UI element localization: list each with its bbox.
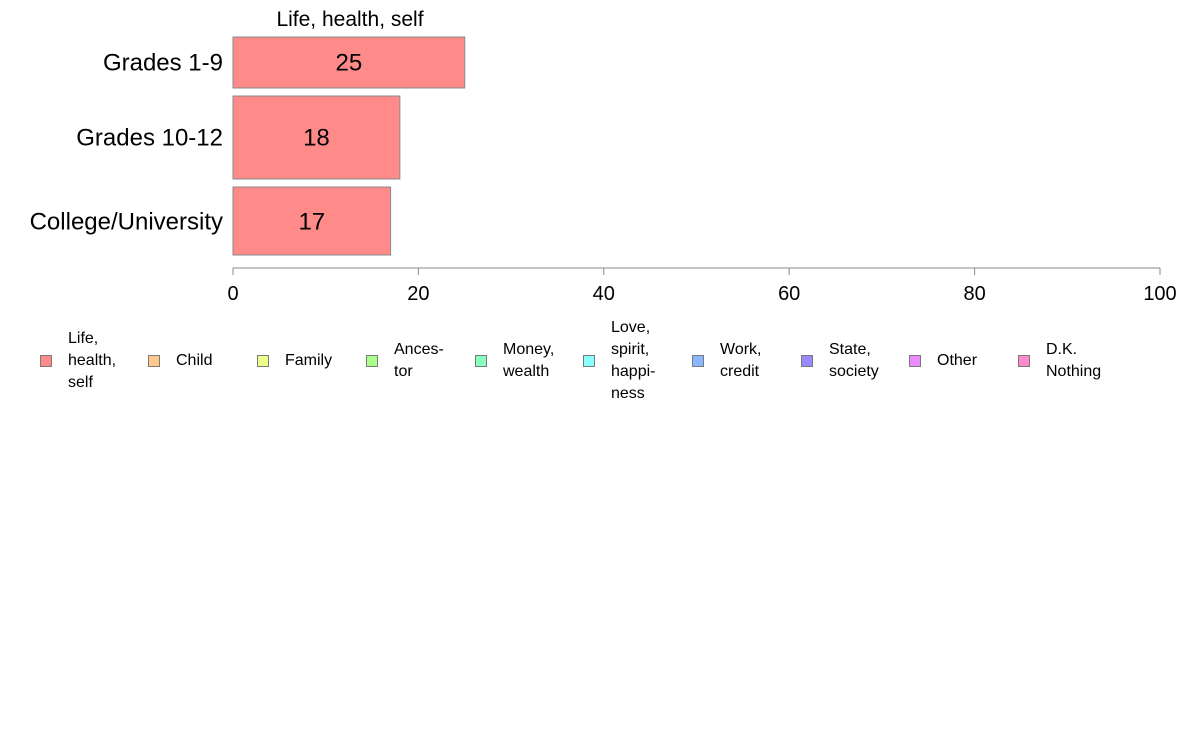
legend-item: Money, wealth xyxy=(475,316,554,406)
legend-label: D.K. Nothing xyxy=(1046,341,1102,380)
category-label: College/University xyxy=(30,209,223,236)
bar xyxy=(232,186,392,256)
legend-item: Family xyxy=(257,316,332,406)
legend-swatch xyxy=(148,355,160,367)
legend-swatch xyxy=(475,355,487,367)
x-tick-label: 0 xyxy=(227,283,238,305)
legend-item: Other xyxy=(909,316,977,406)
legend-label: Family xyxy=(285,352,333,369)
legend-label: Life, health, self xyxy=(68,330,117,391)
legend-item: Child xyxy=(148,316,212,406)
legend-swatch xyxy=(583,355,595,367)
legend: Life, health, self Child Family Ances- tor M… xyxy=(0,316,1188,406)
bar-chart: Life, health, self Grades 1-9 25 Grades 10… xyxy=(30,8,1177,305)
legend-label: Love, spirit, happi- ness xyxy=(611,319,656,402)
legend-swatch xyxy=(909,355,921,367)
legend-item: Work, credit xyxy=(692,316,761,406)
legend-swatch xyxy=(366,355,378,367)
legend-item: Ances- tor xyxy=(366,316,444,406)
x-tick-label: 60 xyxy=(778,283,800,305)
legend-label: Other xyxy=(937,352,978,369)
bar xyxy=(232,36,466,89)
legend-label: State, society xyxy=(829,341,879,380)
legend-item: D.K. Nothing xyxy=(1018,316,1101,406)
x-tick-label: 80 xyxy=(963,283,985,305)
legend-label: Money, wealth xyxy=(503,341,555,380)
legend-swatch xyxy=(1018,355,1030,367)
bar-value-label: 25 xyxy=(336,50,363,77)
legend-swatch xyxy=(692,355,704,367)
legend-item: Life, health, self xyxy=(40,316,116,406)
legend-item: State, society xyxy=(801,316,879,406)
chart-title: Life, health, self xyxy=(276,8,423,31)
bar xyxy=(232,95,401,180)
legend-item: Love, spirit, happi- ness xyxy=(583,316,655,406)
legend-swatch xyxy=(40,355,52,367)
legend-label: Ances- tor xyxy=(394,341,444,380)
x-tick-label: 100 xyxy=(1143,283,1176,305)
bar-value-label: 18 xyxy=(303,125,330,152)
category-label: Grades 10-12 xyxy=(76,125,223,152)
category-label: Grades 1-9 xyxy=(103,50,223,77)
legend-label: Work, credit xyxy=(720,341,762,380)
legend-swatch xyxy=(257,355,269,367)
x-tick-label: 40 xyxy=(593,283,615,305)
x-tick-label: 20 xyxy=(407,283,429,305)
legend-swatch xyxy=(801,355,813,367)
legend-label: Child xyxy=(176,352,213,369)
bar-value-label: 17 xyxy=(298,209,325,236)
